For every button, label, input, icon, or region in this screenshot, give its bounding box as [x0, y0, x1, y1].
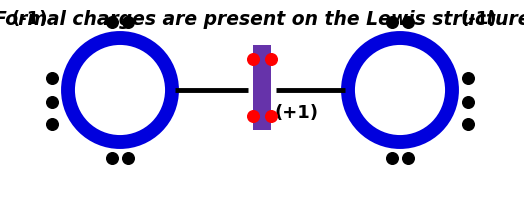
Point: [124, 156, 132, 160]
Point: [388, 156, 396, 160]
Text: Formal charges are present on the Lewis structure: Formal charges are present on the Lewis …: [0, 10, 524, 29]
Point: [48, 76, 56, 80]
Point: [404, 156, 412, 160]
Point: [267, 57, 275, 61]
Point: [108, 20, 116, 24]
Point: [108, 156, 116, 160]
Point: [48, 100, 56, 104]
Point: [404, 20, 412, 24]
Text: (+1): (+1): [275, 104, 319, 122]
Point: [48, 122, 56, 126]
Point: [124, 20, 132, 24]
Point: [464, 100, 472, 104]
Text: (-1): (-1): [12, 10, 48, 28]
Bar: [253, 45, 271, 130]
Point: [249, 57, 257, 61]
Point: [464, 122, 472, 126]
Point: [267, 114, 275, 118]
Text: (-1): (-1): [460, 10, 497, 28]
Point: [388, 20, 396, 24]
Point: [249, 114, 257, 118]
Point: [464, 76, 472, 80]
